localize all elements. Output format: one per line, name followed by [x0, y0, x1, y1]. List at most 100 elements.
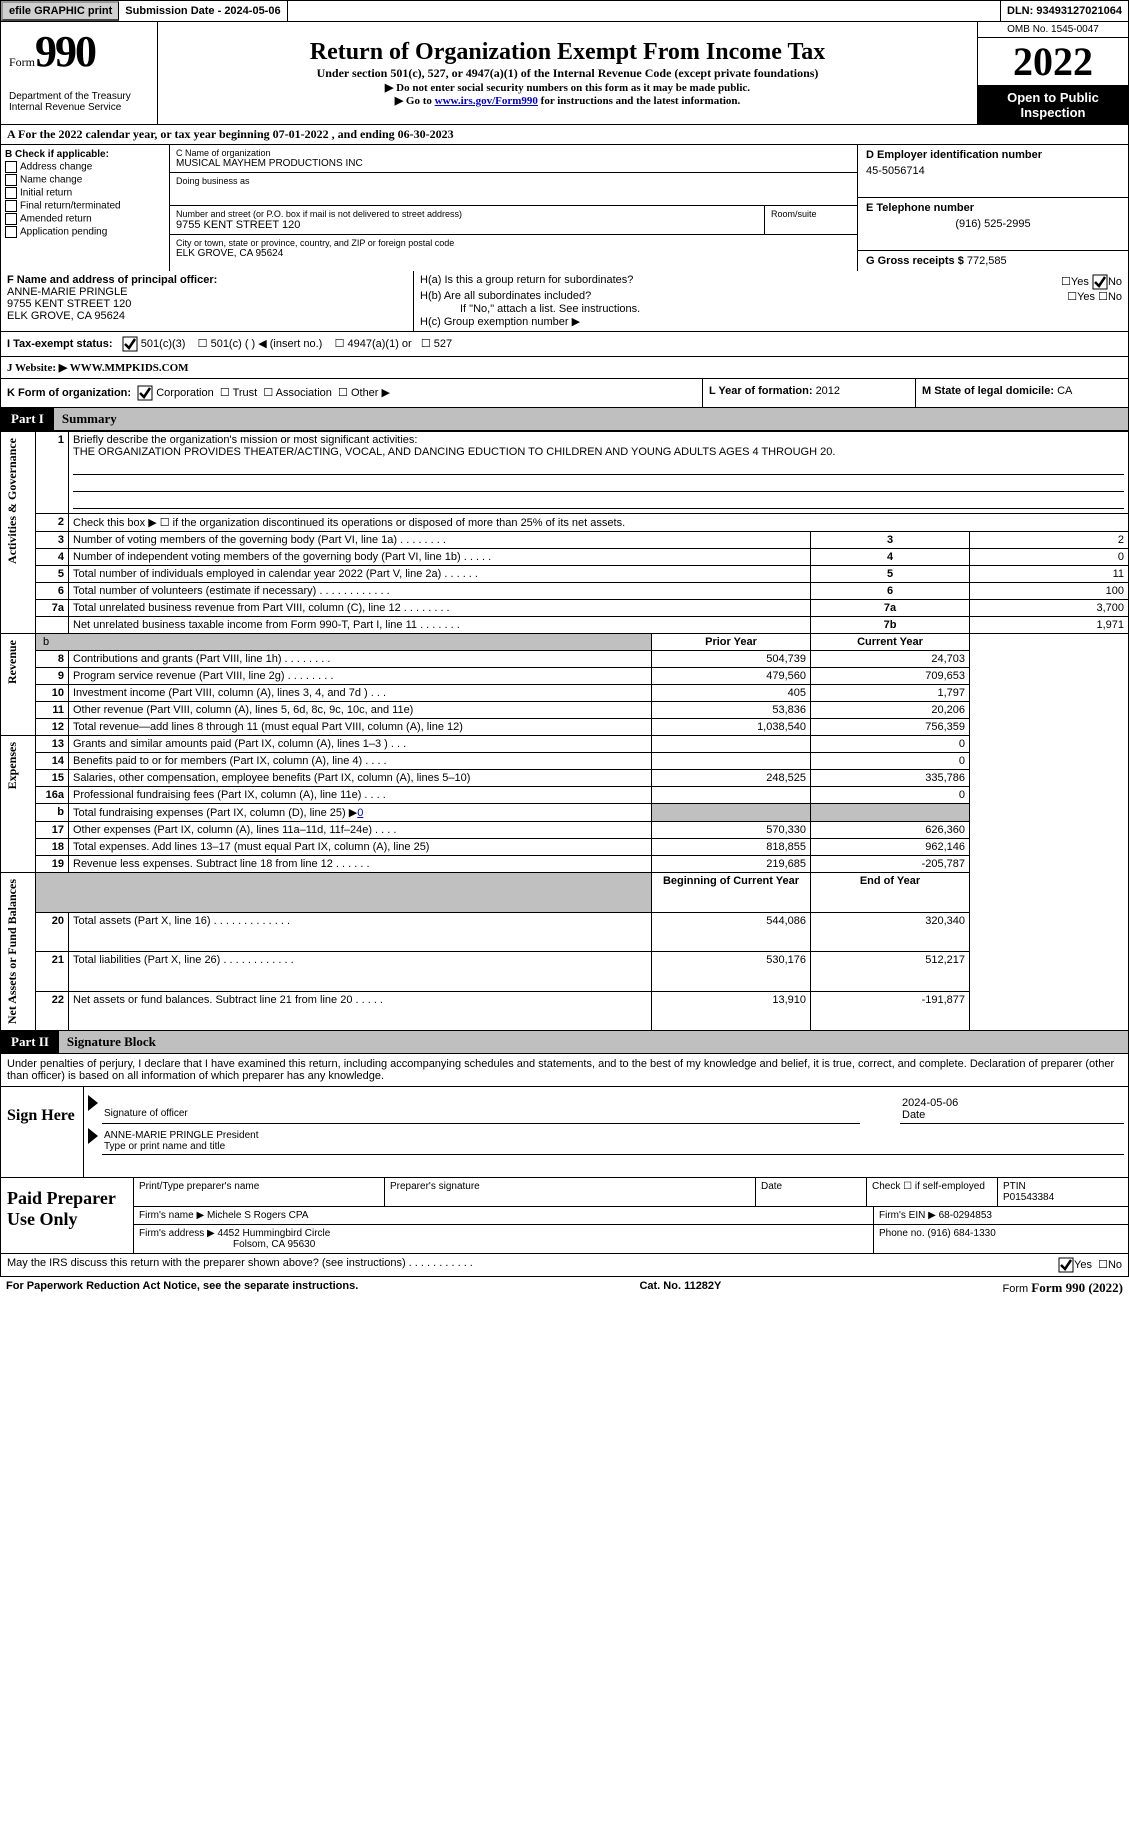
- year-formed: 2012: [816, 385, 840, 397]
- column-d: D Employer identification number 45-5056…: [857, 145, 1128, 271]
- form-subtitle-2: ▶ Do not enter social security numbers o…: [385, 81, 750, 94]
- arrow-icon: [88, 1095, 98, 1111]
- line22-e: -191,877: [811, 991, 970, 1031]
- line17-cy: 626,360: [811, 822, 970, 839]
- line4-val: 0: [970, 549, 1129, 566]
- form-number: Form990: [9, 26, 149, 77]
- line13-py: [652, 736, 811, 753]
- dln: DLN: 93493127021064: [1001, 1, 1128, 21]
- officer-print-name: ANNE-MARIE PRINGLE President: [104, 1130, 259, 1141]
- line19-py: 219,685: [652, 856, 811, 873]
- org-name: MUSICAL MAYHEM PRODUCTIONS INC: [176, 158, 851, 169]
- line16a-py: [652, 787, 811, 804]
- line10-py: 405: [652, 685, 811, 702]
- line21-b: 530,176: [652, 952, 811, 992]
- firm-ein: 68-0294853: [939, 1210, 992, 1221]
- ptin: P01543384: [1003, 1192, 1054, 1203]
- section-net-assets: Net Assets or Fund Balances: [5, 875, 20, 1028]
- line14-py: [652, 753, 811, 770]
- line13-cy: 0: [811, 736, 970, 753]
- column-b: B Check if applicable: Address change Na…: [1, 145, 170, 271]
- open-to-public: Open to Public Inspection: [978, 86, 1128, 124]
- line3-val: 2: [970, 532, 1129, 549]
- check-icon: [137, 385, 153, 401]
- line18-cy: 962,146: [811, 839, 970, 856]
- firm-addr1: 4452 Hummingbird Circle: [218, 1228, 331, 1239]
- line6-val: 100: [970, 583, 1129, 600]
- sign-here-block: Sign Here Signature of officer 2024-05-0…: [0, 1087, 1129, 1178]
- summary-table: Activities & Governance 1 Briefly descri…: [0, 431, 1129, 1031]
- submission-date: Submission Date - 2024-05-06: [119, 1, 287, 21]
- line9-py: 479,560: [652, 668, 811, 685]
- irs: Internal Revenue Service: [9, 102, 149, 113]
- section-expenses: Expenses: [5, 738, 20, 793]
- website-row: J Website: ▶ WWW.MMPKIDS.COM: [0, 357, 1129, 379]
- mission-text: THE ORGANIZATION PROVIDES THEATER/ACTING…: [73, 446, 835, 458]
- section-revenue: Revenue: [5, 636, 20, 688]
- signature-declaration: Under penalties of perjury, I declare th…: [0, 1054, 1129, 1087]
- line22-b: 13,910: [652, 991, 811, 1031]
- firm-addr2: Folsom, CA 95630: [233, 1239, 315, 1250]
- city-state-zip: ELK GROVE, CA 95624: [176, 248, 851, 259]
- fh-block: F Name and address of principal officer:…: [0, 271, 1129, 332]
- line7b-val: 1,971: [970, 617, 1129, 634]
- check-icon: [122, 336, 138, 352]
- omb-number: OMB No. 1545-0047: [978, 22, 1128, 38]
- spacer: [288, 1, 1001, 21]
- officer-addr2: ELK GROVE, CA 95624: [7, 310, 407, 322]
- line8-py: 504,739: [652, 651, 811, 668]
- line7a-val: 3,700: [970, 600, 1129, 617]
- form-subtitle-3: ▶ Go to www.irs.gov/Form990 for instruct…: [395, 94, 741, 107]
- fundraising-total: 0: [357, 807, 363, 819]
- line8-cy: 24,703: [811, 651, 970, 668]
- sign-date: 2024-05-06: [902, 1097, 958, 1109]
- line18-py: 818,855: [652, 839, 811, 856]
- page-footer: For Paperwork Reduction Act Notice, see …: [0, 1277, 1129, 1299]
- top-bar: efile GRAPHIC print Submission Date - 20…: [0, 0, 1129, 22]
- check-icon: [1058, 1257, 1074, 1273]
- identity-block: B Check if applicable: Address change Na…: [0, 145, 1129, 271]
- line15-cy: 335,786: [811, 770, 970, 787]
- firm-phone: (916) 684-1330: [927, 1228, 995, 1239]
- line9-cy: 709,653: [811, 668, 970, 685]
- klm-row: K Form of organization: Corporation ☐ Tr…: [0, 379, 1129, 408]
- form-title: Return of Organization Exempt From Incom…: [310, 39, 826, 66]
- tax-year: 2022: [978, 38, 1128, 86]
- firm-name: Michele S Rogers CPA: [207, 1210, 309, 1221]
- efile-print-button[interactable]: efile GRAPHIC print: [1, 1, 119, 21]
- line12-py: 1,038,540: [652, 719, 811, 736]
- arrow-icon: [88, 1128, 98, 1144]
- line20-b: 544,086: [652, 912, 811, 952]
- line14-cy: 0: [811, 753, 970, 770]
- check-icon: [1092, 274, 1108, 290]
- website: WWW.MMPKIDS.COM: [70, 362, 189, 374]
- tax-exempt-status: I Tax-exempt status: 501(c)(3) ☐ 501(c) …: [0, 332, 1129, 357]
- line16a-cy: 0: [811, 787, 970, 804]
- discuss-row: May the IRS discuss this return with the…: [0, 1254, 1129, 1277]
- part-ii-header: Part II Signature Block: [0, 1031, 1129, 1054]
- officer-name: ANNE-MARIE PRINGLE: [7, 286, 407, 298]
- street-address: 9755 KENT STREET 120: [176, 219, 758, 231]
- irs-link[interactable]: www.irs.gov/Form990: [435, 95, 538, 107]
- ein: 45-5056714: [866, 165, 1120, 177]
- line17-py: 570,330: [652, 822, 811, 839]
- line11-cy: 20,206: [811, 702, 970, 719]
- row-a-tax-year: A For the 2022 calendar year, or tax yea…: [0, 125, 1129, 145]
- form-header: Form990 Department of the Treasury Inter…: [0, 22, 1129, 125]
- column-c: C Name of organization MUSICAL MAYHEM PR…: [170, 145, 857, 271]
- part-i-header: Part I Summary: [0, 408, 1129, 431]
- paid-preparer-block: Paid Preparer Use Only Print/Type prepar…: [0, 1178, 1129, 1254]
- line15-py: 248,525: [652, 770, 811, 787]
- officer-addr1: 9755 KENT STREET 120: [7, 298, 407, 310]
- gross-receipts: 772,585: [967, 255, 1007, 267]
- line21-e: 512,217: [811, 952, 970, 992]
- line20-e: 320,340: [811, 912, 970, 952]
- line12-cy: 756,359: [811, 719, 970, 736]
- telephone: (916) 525-2995: [866, 218, 1120, 230]
- domicile-state: CA: [1057, 385, 1072, 397]
- line11-py: 53,836: [652, 702, 811, 719]
- form-subtitle-1: Under section 501(c), 527, or 4947(a)(1)…: [317, 66, 819, 81]
- line19-cy: -205,787: [811, 856, 970, 873]
- section-activities-governance: Activities & Governance: [5, 434, 20, 568]
- dept-treasury: Department of the Treasury: [9, 91, 149, 102]
